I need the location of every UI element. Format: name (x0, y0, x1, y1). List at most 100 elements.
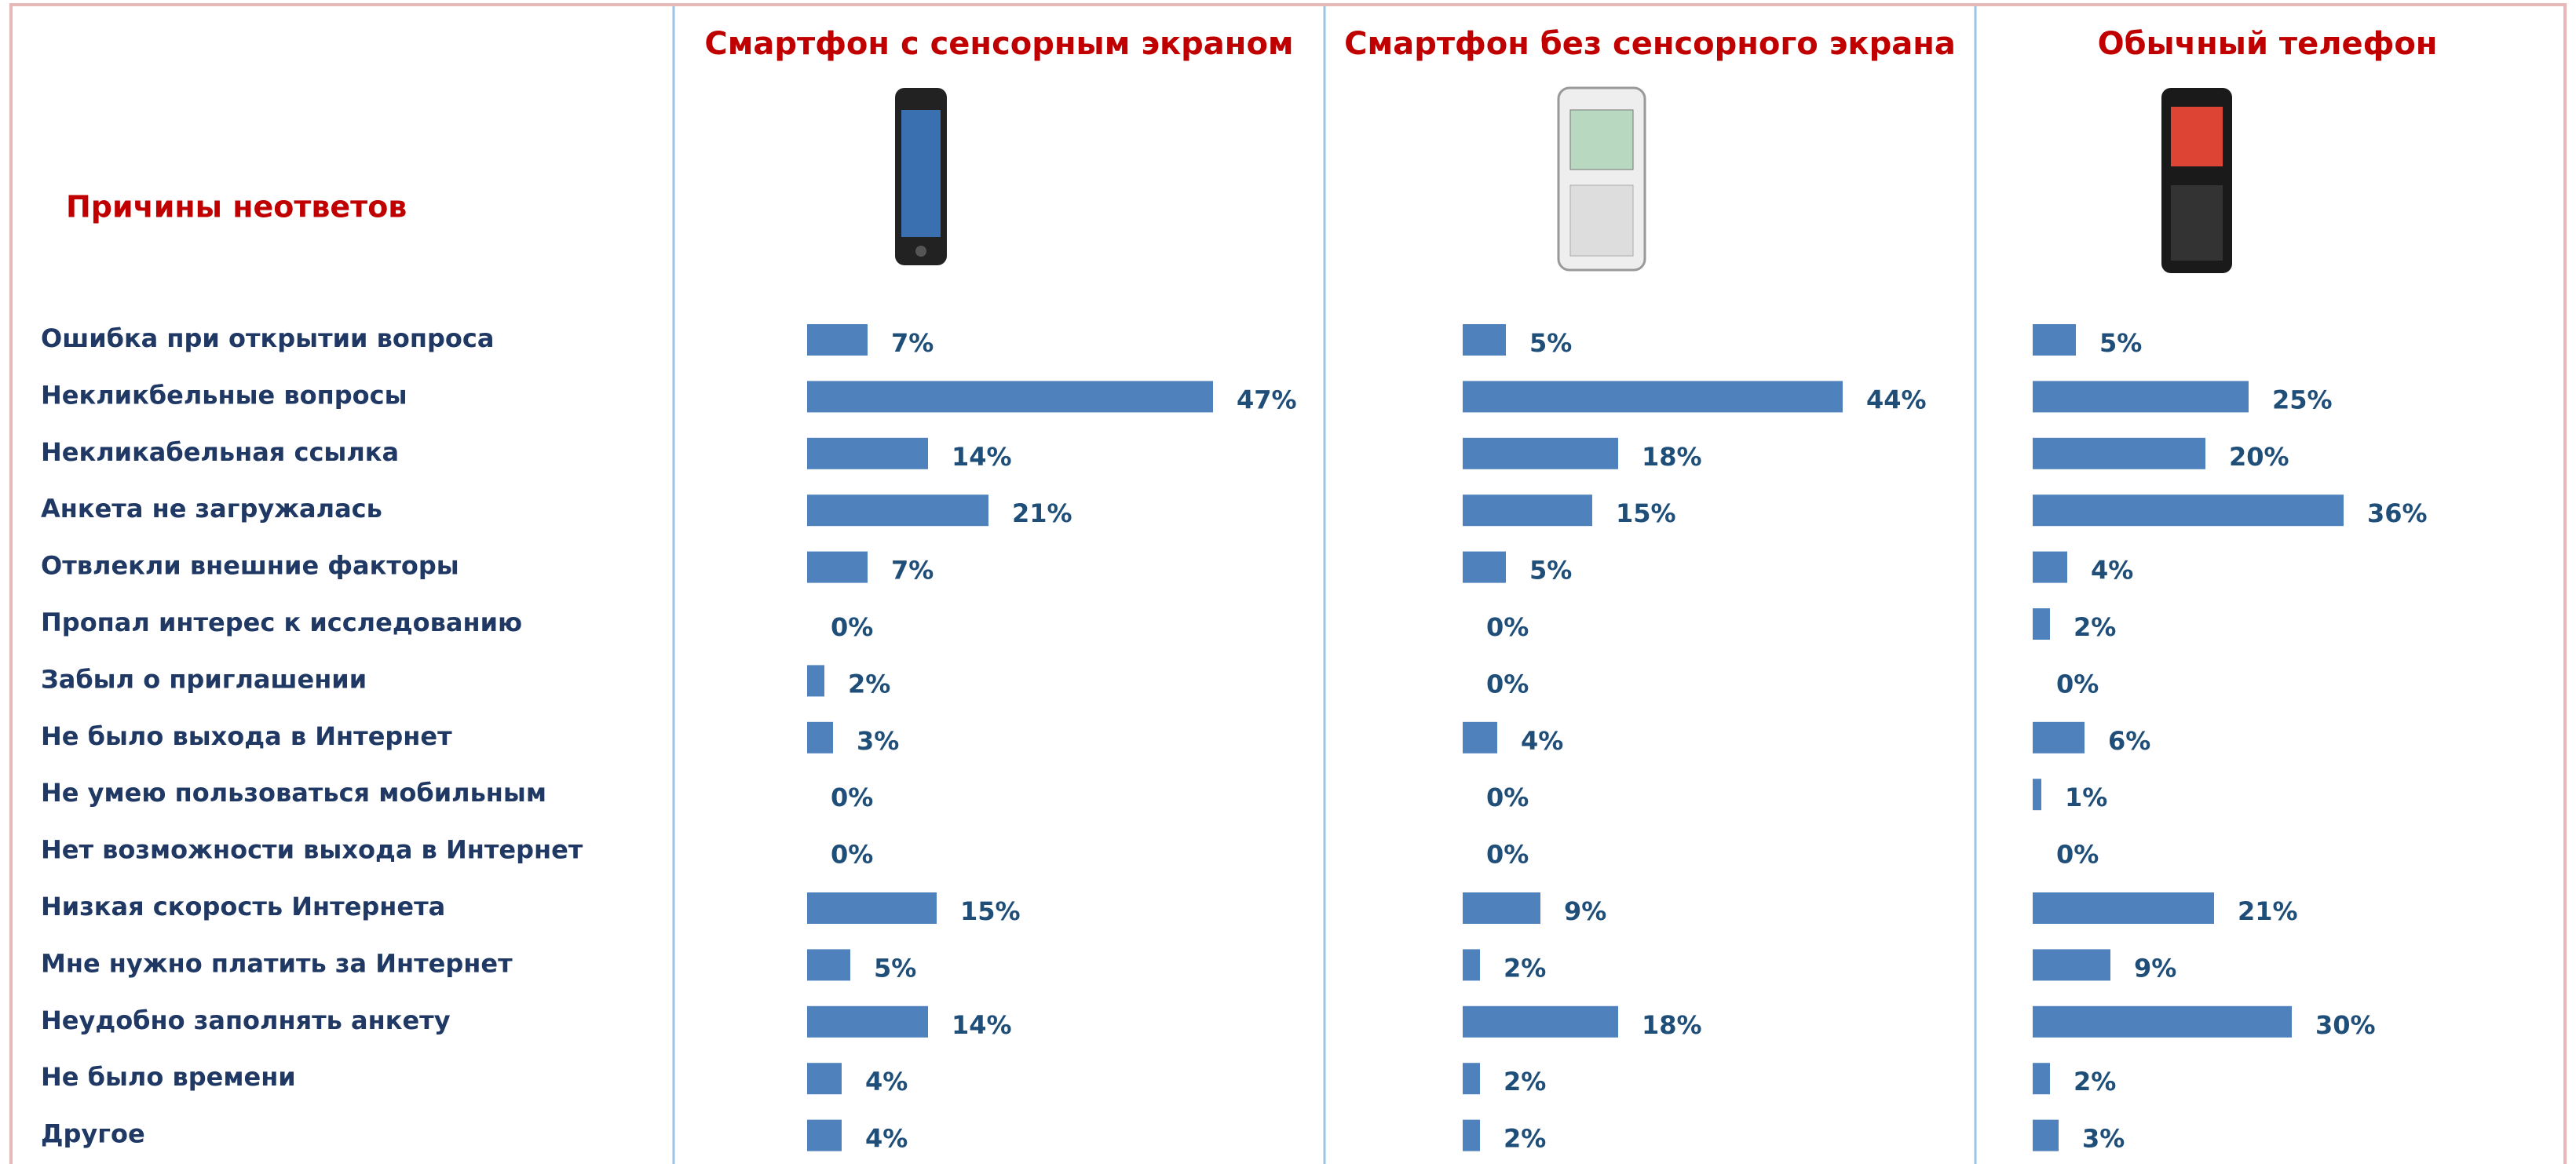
value-label: 0% (831, 612, 873, 642)
value-label: 9% (1564, 896, 1606, 926)
bar (1463, 1006, 1618, 1038)
bar (1463, 494, 1592, 526)
category-label: Не было времени (41, 1062, 296, 1092)
category-label: Забыл о приглашении (41, 664, 367, 694)
category-label: Другое (41, 1119, 145, 1149)
value-label: 20% (2229, 442, 2289, 472)
bar (2033, 438, 2205, 469)
bar (1463, 722, 1497, 753)
bar (1463, 552, 1506, 583)
value-label: 15% (1616, 498, 1676, 528)
category-label: Неудобно заполнять анкету (41, 1005, 451, 1035)
value-label: 9% (2134, 953, 2176, 983)
value-label: 2% (1504, 1124, 1546, 1154)
value-label: 18% (1642, 1010, 1702, 1040)
value-label: 36% (2367, 498, 2428, 528)
bar (807, 552, 868, 583)
value-label: 4% (1521, 726, 1563, 756)
category-label: Мне нужно платить за Интернет (41, 948, 513, 978)
bar (807, 381, 1213, 412)
bar (2033, 892, 2214, 924)
bar (2033, 1120, 2059, 1151)
value-label: 25% (2272, 385, 2333, 414)
bar (2033, 552, 2067, 583)
category-label: Пропал интерес к исследованию (41, 608, 522, 637)
category-label: Нет возможности выхода в Интернет (41, 835, 583, 865)
value-label: 3% (2082, 1124, 2125, 1154)
value-label: 0% (831, 840, 873, 870)
value-label: 4% (2091, 556, 2133, 586)
page: Причины неответов Ошибка при открытии во… (0, 0, 2576, 1164)
bar (2033, 1063, 2050, 1094)
phone-icon (895, 88, 947, 265)
value-label: 3% (857, 726, 899, 756)
bar (1463, 1120, 1480, 1151)
value-label: 2% (2074, 612, 2116, 642)
column-title: Смартфон без сенсорного экрана (1344, 26, 1956, 62)
bar (2033, 779, 2041, 810)
bar (807, 722, 833, 753)
bar (2033, 722, 2085, 753)
bar (1463, 1063, 1480, 1094)
value-label: 5% (874, 953, 916, 983)
value-label: 2% (1504, 1067, 1546, 1096)
value-label: 2% (848, 669, 890, 699)
value-label: 44% (1866, 385, 1927, 414)
bar (2033, 494, 2344, 526)
bar (1463, 892, 1540, 924)
value-label: 6% (2108, 726, 2150, 756)
value-label: 0% (1486, 840, 1529, 870)
bar (807, 324, 868, 356)
bar (807, 438, 928, 469)
bar (807, 892, 937, 924)
bar (2033, 381, 2249, 412)
bar (1463, 438, 1618, 469)
value-label: 0% (831, 783, 873, 812)
value-label: 0% (1486, 612, 1529, 642)
bar (1463, 949, 1480, 980)
bar (807, 949, 850, 980)
bar (807, 1120, 842, 1151)
value-label: 4% (865, 1067, 908, 1096)
category-label: Некликабельная ссылка (41, 437, 399, 467)
value-label: 47% (1237, 385, 1297, 414)
value-label: 1% (2065, 783, 2107, 812)
category-label: Ошибка при открытии вопроса (41, 323, 494, 353)
value-label: 18% (1642, 442, 1702, 472)
category-label: Отвлекли внешние факторы (41, 551, 459, 581)
bar (2033, 1006, 2292, 1038)
value-label: 21% (1012, 498, 1072, 528)
bar (807, 494, 988, 526)
value-label: 2% (1504, 953, 1546, 983)
column-title: Смартфон с сенсорным экраном (704, 26, 1293, 62)
value-label: 0% (1486, 783, 1529, 812)
reasons-heading: Причины неответов (66, 190, 407, 224)
value-label: 5% (2099, 328, 2142, 358)
phone-icon (2161, 88, 2232, 273)
value-label: 7% (891, 328, 934, 358)
category-label: Анкета не загружалась (41, 494, 382, 524)
category-label: Низкая скорость Интернета (41, 892, 445, 921)
value-label: 5% (1529, 556, 1572, 586)
bar (807, 665, 824, 696)
value-label: 15% (960, 896, 1021, 926)
value-label: 14% (952, 442, 1012, 472)
value-label: 21% (2238, 896, 2298, 926)
value-label: 5% (1529, 328, 1572, 358)
category-label: Не было выхода в Интернет (41, 721, 452, 751)
category-label: Не умею пользоваться мобильным (41, 778, 546, 808)
phone-icon (1558, 88, 1645, 270)
value-label: 30% (2315, 1010, 2376, 1040)
value-label: 0% (2056, 669, 2099, 699)
value-label: 14% (952, 1010, 1012, 1040)
value-label: 0% (2056, 840, 2099, 870)
bar (2033, 324, 2076, 356)
column-title: Обычный телефон (2098, 26, 2438, 62)
value-label: 0% (1486, 669, 1529, 699)
bar (1463, 324, 1506, 356)
bar (807, 1063, 842, 1094)
category-label: Некликбельные вопросы (41, 380, 407, 410)
bar (2033, 949, 2110, 980)
bar (807, 1006, 928, 1038)
bar (2033, 608, 2050, 640)
